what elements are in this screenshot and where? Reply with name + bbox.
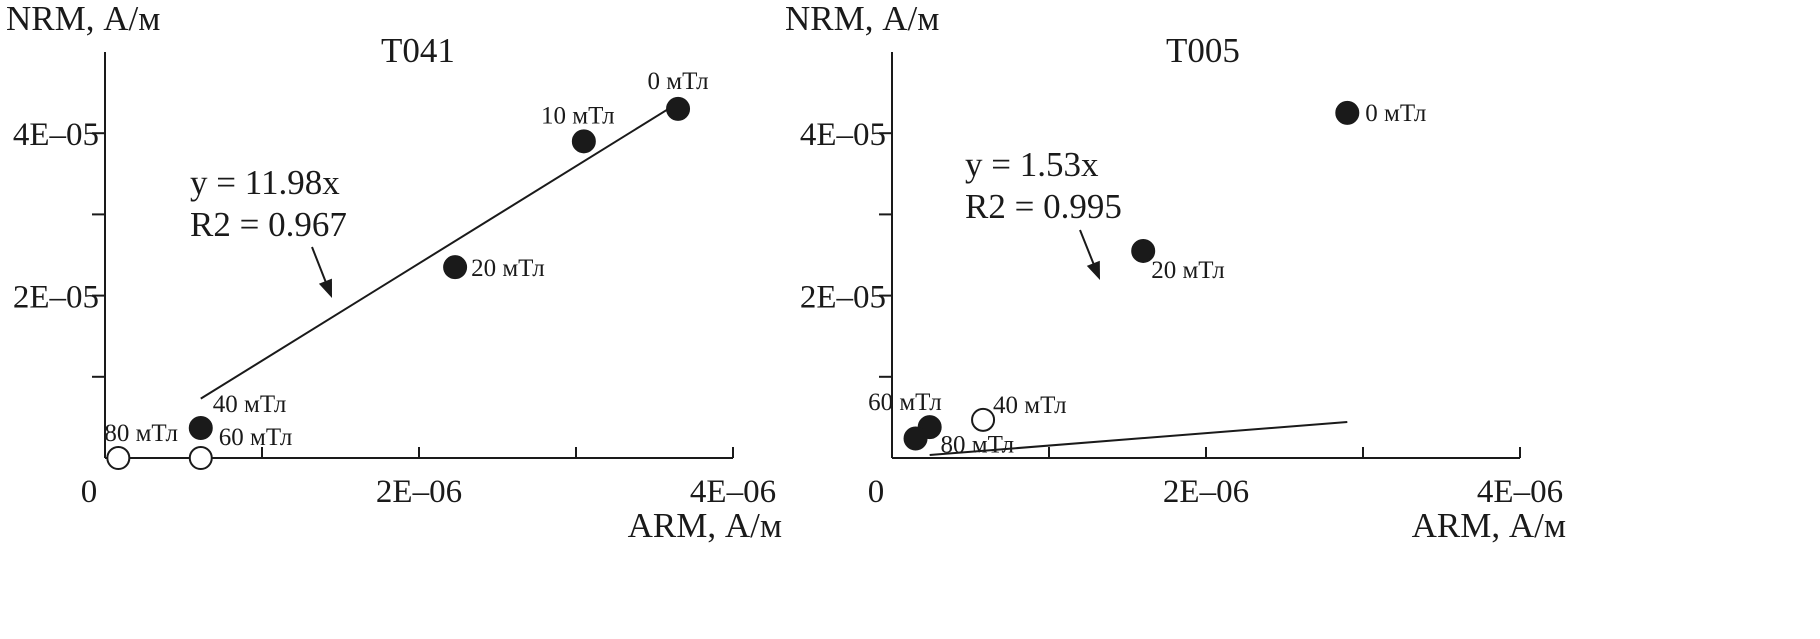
point-label: 20 мТл — [1151, 257, 1225, 284]
data-point — [971, 407, 996, 432]
x-tick-label: 4E–06 — [690, 474, 776, 510]
x-tick-label: 4E–06 — [1477, 474, 1563, 510]
chart-panel-t005: 0 2E–06 4E–06 2E–05 4E–05 NRM, А/м ARM, А/м T00… — [785, 0, 1566, 545]
point-label: 60 мТл — [219, 424, 293, 451]
annotation-arrow-shaft — [311, 246, 329, 289]
fit-r-squared: R2 = 0.995 — [965, 187, 1122, 226]
fit-equation: y = 11.98x — [190, 163, 340, 202]
panel-title: T041 — [381, 31, 455, 70]
x-tick-label: 2E–06 — [1163, 474, 1249, 510]
point-label: 80 мТл — [104, 420, 178, 447]
data-point — [666, 96, 691, 121]
y-tick-label: 2E–05 — [800, 280, 886, 316]
x-axis-title: ARM, А/м — [1412, 506, 1566, 545]
point-label: 20 мТл — [471, 255, 545, 282]
data-point — [106, 446, 131, 470]
data-point — [188, 446, 213, 470]
fit-r-squared: R2 = 0.967 — [190, 205, 347, 244]
data-point — [1335, 100, 1360, 125]
point-label: 40 мТл — [213, 391, 287, 418]
fit-line — [200, 102, 679, 400]
y-tick-label: 4E–05 — [13, 117, 99, 153]
panel-title: T005 — [1166, 31, 1240, 70]
y-tick-label: 2E–05 — [13, 280, 99, 316]
x-axis-title: ARM, А/м — [628, 506, 782, 545]
x-tick-label: 0 — [81, 474, 98, 510]
annotation-arrow-head — [318, 278, 332, 298]
data-point — [1131, 238, 1156, 263]
data-point — [903, 426, 928, 451]
point-label: 0 мТл — [1365, 100, 1426, 127]
annotation-arrow-head — [1086, 260, 1100, 280]
point-label: 80 мТл — [941, 432, 1015, 459]
data-point — [188, 415, 213, 440]
fit-line — [929, 420, 1348, 457]
x-tick-label: 2E–06 — [376, 474, 462, 510]
fit-equation: y = 1.53x — [965, 145, 1099, 184]
point-label: 10 мТл — [541, 102, 615, 129]
data-point — [443, 255, 468, 280]
point-label: 0 мТл — [648, 68, 709, 95]
y-tick-label: 4E–05 — [800, 117, 886, 153]
y-axis-title: NRM, А/м — [6, 0, 160, 38]
y-axis-title: NRM, А/м — [785, 0, 939, 38]
data-point — [571, 129, 596, 154]
point-label: 40 мТл — [993, 392, 1067, 419]
x-tick-label: 0 — [868, 474, 885, 510]
chart-panel-t041: 0 2E–06 4E–06 2E–05 4E–05 NRM, А/м ARM, А/м T04… — [6, 0, 782, 545]
point-label: 60 мТл — [868, 389, 942, 416]
